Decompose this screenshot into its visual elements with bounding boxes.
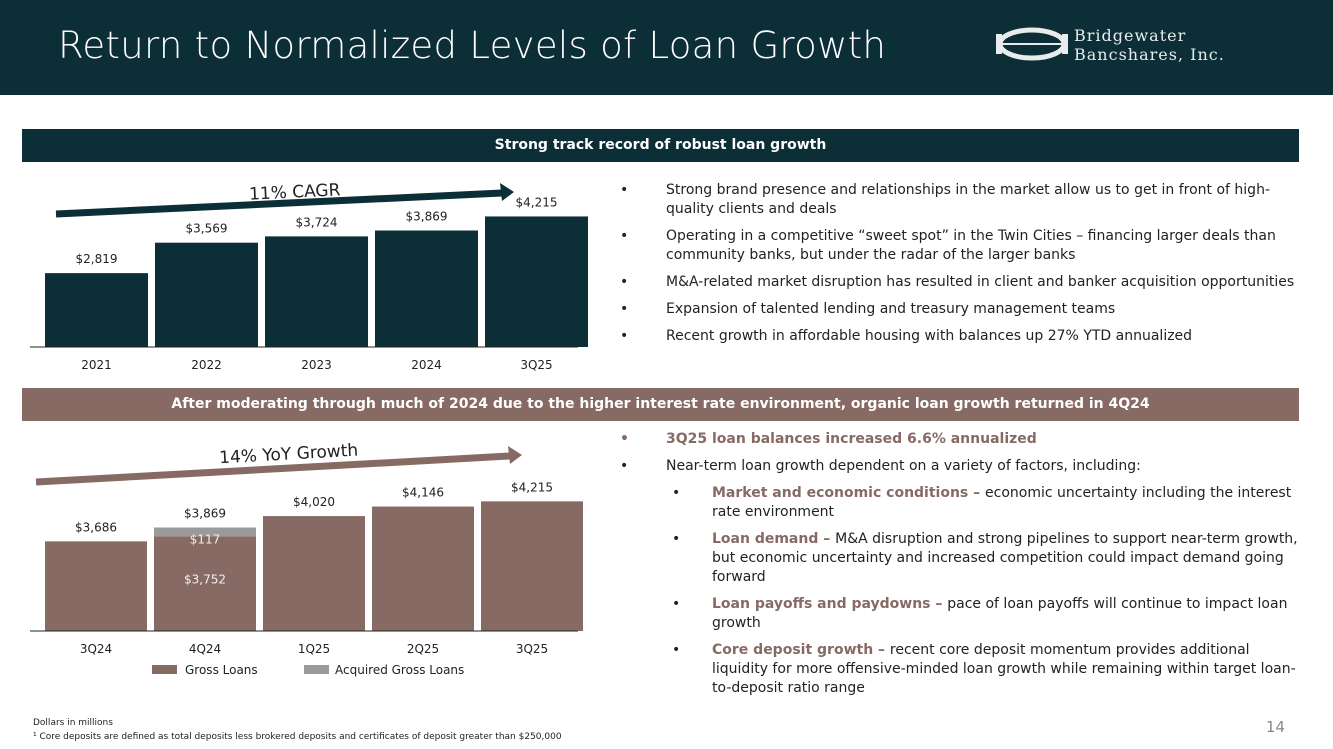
sub-bullet-heading: Loan payoffs and paydowns – (712, 596, 948, 612)
bullet-item: Near-term loan growth dependent on a var… (620, 457, 1300, 476)
bar-acquired-4Q24 (154, 527, 256, 537)
x-tick-label: 1Q25 (298, 642, 330, 656)
section-header-track-record: Strong track record of robust loan growt… (22, 129, 1299, 162)
page-title: Return to Normalized Levels of Loan Grow… (58, 24, 887, 67)
bullet-item: Recent growth in affordable housing with… (620, 327, 1300, 346)
sub-bullets: Market and economic conditions – economi… (620, 484, 1300, 698)
logo-emblem-icon (996, 27, 1068, 61)
bar-gross-1Q25 (263, 516, 365, 631)
footnote-units: Dollars in millions (33, 718, 113, 728)
sub-bullet-heading: Core deposit growth – (712, 642, 890, 658)
legend-swatch-gross (152, 665, 177, 674)
annual-loan-chart: 11% CAGR $2,819 2021 $3,569 2022 $3,724 2023 $3… (30, 180, 588, 372)
bullet-highlight: 3Q25 loan balances increased 6.6% annual… (620, 430, 1300, 449)
section-header-organic-growth: After moderating through much of 2024 du… (22, 388, 1299, 421)
legend-label: Acquired Gross Loans (335, 663, 464, 677)
bullet-item: Strong brand presence and relationships … (620, 181, 1300, 219)
data-label: $3,686 (75, 520, 117, 534)
sub-bullet-item: Market and economic conditions – economi… (672, 484, 1300, 522)
bar-2022 (155, 242, 258, 347)
arrow-head-icon (508, 446, 522, 464)
legend-label: Gross Loans (185, 663, 258, 677)
sub-bullet-text: recent core deposit momentum provides ad… (712, 642, 1296, 696)
quarterly-loan-chart: 14% YoY Growth$3,6863Q24$117$3,752$3,869… (30, 441, 583, 677)
track-record-bullets: Strong brand presence and relationships … (620, 181, 1300, 354)
bar-2023 (265, 236, 368, 347)
sub-bullet-item: Loan demand – M&A disruption and strong … (672, 530, 1300, 587)
page-number: 14 (1265, 718, 1285, 736)
footnote-core-deposits: ¹ Core deposits are defined as total dep… (33, 732, 562, 742)
growth-factor-bullets: 3Q25 loan balances increased 6.6% annual… (620, 430, 1300, 706)
bar-2021 (45, 273, 148, 347)
bar-gross-3Q25 (481, 501, 583, 631)
data-label: $3,869 (406, 210, 448, 224)
x-tick-label: 3Q25 (520, 358, 552, 372)
sub-bullet-heading: Loan demand – (712, 531, 836, 547)
sub-bullet-heading: Market and economic conditions – (712, 485, 986, 501)
sub-bullet-item: Core deposit growth – recent core deposi… (672, 641, 1300, 698)
bar-2024 (375, 230, 478, 347)
bar-gross-4Q24 (154, 536, 256, 631)
sub-bullet-item: Loan payoffs and paydowns – pace of loan… (672, 595, 1300, 633)
data-label: $4,215 (516, 195, 558, 209)
bar-gross-3Q24 (45, 541, 147, 631)
data-label: $3,569 (186, 222, 228, 236)
segment-label-acquired: $117 (190, 532, 221, 546)
x-tick-label: 2021 (81, 358, 112, 372)
logo-line-1: Bridgewater (1074, 26, 1187, 45)
data-label: $3,724 (296, 215, 338, 229)
sub-bullet-text: M&A disruption and strong pipelines to s… (712, 531, 1298, 585)
bullet-item: Expansion of talented lending and treasu… (620, 300, 1300, 319)
logo-line-2: Bancshares, Inc. (1074, 45, 1225, 64)
data-label: $2,819 (76, 252, 118, 266)
trend-arrow (35, 452, 511, 486)
x-tick-label: 3Q24 (80, 642, 112, 656)
header: Return to Normalized Levels of Loan Grow… (0, 0, 1333, 95)
data-label: $3,869 (184, 507, 226, 521)
legend-swatch-acquired (304, 665, 329, 674)
sub-bullet-text: economic uncertainty including the inter… (712, 485, 1292, 520)
x-tick-label: 2023 (301, 358, 332, 372)
bullet-item: Operating in a competitive “sweet spot” … (620, 227, 1300, 265)
arrow-head-icon (500, 183, 514, 201)
sub-bullet-text: pace of loan payoffs will continue to im… (712, 596, 1288, 631)
trend-arrow (55, 189, 503, 218)
x-tick-label: 2024 (411, 358, 442, 372)
data-label: $4,146 (402, 486, 444, 500)
bar-gross-2Q25 (372, 506, 474, 631)
x-tick-label: 3Q25 (516, 642, 548, 656)
x-tick-label: 2022 (191, 358, 222, 372)
company-logo: Bridgewater Bancshares, Inc. (994, 24, 1274, 68)
data-label: $4,215 (511, 480, 553, 494)
trend-label: 11% CAGR (249, 180, 341, 204)
data-label: $4,020 (293, 495, 335, 509)
x-tick-label: 2Q25 (407, 642, 439, 656)
segment-label-gross: $3,752 (184, 572, 226, 586)
bar-3Q25 (485, 216, 588, 347)
bullet-item: M&A-related market disruption has result… (620, 273, 1300, 292)
x-tick-label: 4Q24 (189, 642, 221, 656)
